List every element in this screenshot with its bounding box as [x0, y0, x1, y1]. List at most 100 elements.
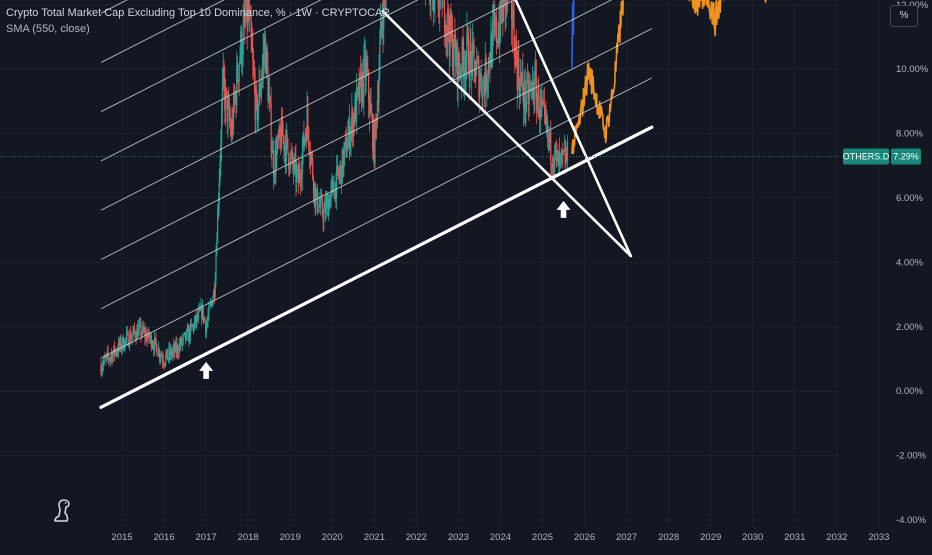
candle-body	[230, 126, 232, 138]
candle-body	[154, 337, 156, 339]
candle-body	[563, 149, 565, 151]
candle-body	[247, 0, 249, 27]
candle-body	[535, 70, 537, 77]
candle-body	[372, 117, 374, 151]
candle-body	[480, 73, 482, 92]
candle-body	[354, 97, 356, 124]
candle-body	[151, 345, 153, 348]
x-tick-label: 2028	[658, 532, 679, 543]
candle-body	[146, 336, 148, 341]
candle-body	[193, 325, 195, 330]
candle-body	[261, 66, 263, 80]
candle-body	[244, 13, 246, 22]
candle-body	[161, 355, 163, 358]
percent-scale-button[interactable]: %	[890, 5, 918, 27]
candle-body	[556, 150, 558, 153]
candle-body	[231, 119, 233, 138]
candle-body	[101, 366, 104, 370]
candle-body	[511, 0, 513, 20]
indicator-legend[interactable]: SMA (550, close)	[6, 23, 90, 35]
channel-inner-line	[100, 28, 653, 310]
candle-body	[221, 84, 224, 110]
candle-body	[514, 48, 516, 68]
candle-body	[127, 332, 129, 347]
candle-body	[339, 171, 341, 177]
candle-body	[548, 133, 550, 143]
candle-body	[125, 338, 127, 340]
candle-body	[290, 154, 292, 156]
candle-body	[166, 349, 168, 360]
candle-body	[302, 133, 304, 152]
candle-body	[320, 197, 323, 199]
candle-body	[380, 21, 382, 45]
candle-body	[555, 151, 557, 153]
candle-body	[451, 29, 453, 37]
candle-body	[470, 42, 472, 54]
candle-body	[268, 93, 271, 98]
candle-body	[141, 326, 144, 334]
candle-body	[272, 149, 275, 178]
candle-body	[328, 200, 331, 209]
candle-body	[492, 21, 494, 23]
candle-body	[471, 53, 473, 77]
candle-body	[327, 198, 329, 217]
x-tick-label: 2031	[784, 532, 805, 543]
candle-body	[511, 19, 514, 27]
candle-body	[109, 356, 112, 360]
candle-body	[554, 145, 556, 166]
candle-body	[324, 203, 327, 214]
candle-body	[222, 66, 224, 85]
channel-inner-line	[100, 0, 322, 113]
candle-body	[463, 67, 466, 79]
candle-body	[546, 119, 548, 126]
candle-body	[130, 337, 132, 341]
candle-body	[187, 328, 189, 341]
candle-body	[491, 22, 494, 65]
candle-body	[281, 116, 283, 137]
candle-body	[205, 322, 207, 333]
candle-body	[336, 167, 338, 198]
candle-body	[202, 306, 204, 321]
x-tick-label: 2019	[280, 532, 301, 543]
candle-body	[100, 365, 102, 374]
candle-body	[340, 165, 343, 184]
candle-body	[519, 82, 521, 97]
candle-body	[234, 93, 236, 101]
candle-body	[479, 82, 481, 98]
candle-body	[313, 182, 315, 195]
candle-body	[516, 59, 518, 90]
x-tick-label: 2016	[153, 532, 174, 543]
candle-body	[190, 323, 192, 326]
candle-body	[164, 363, 166, 366]
candle-body	[257, 104, 259, 121]
candle-body	[353, 115, 355, 124]
candle-body	[527, 79, 529, 81]
candle-body	[316, 188, 319, 211]
candle-body	[321, 198, 323, 215]
candle-body	[288, 153, 290, 169]
candle-body	[264, 38, 266, 55]
candle-body	[363, 57, 365, 99]
candle-body	[553, 165, 555, 168]
candle-body	[180, 337, 182, 346]
candle-body	[160, 355, 162, 358]
candle-body	[286, 134, 288, 139]
candle-body	[159, 357, 161, 358]
candle-body	[503, 0, 505, 22]
candle-body	[259, 82, 261, 96]
candle-body	[318, 204, 320, 212]
candle-body	[292, 152, 294, 165]
chart-title: Crypto Total Market Cap Excluding Top 10…	[6, 7, 390, 19]
candle-body	[348, 120, 351, 150]
candle-body	[283, 136, 285, 151]
candle-body	[383, 0, 385, 29]
candle-body	[315, 193, 317, 207]
candle-body	[473, 44, 475, 61]
candle-body	[240, 31, 243, 63]
candle-body	[248, 0, 250, 18]
candle-body	[244, 19, 247, 22]
candle-body	[314, 182, 316, 207]
candle-body	[240, 31, 242, 57]
